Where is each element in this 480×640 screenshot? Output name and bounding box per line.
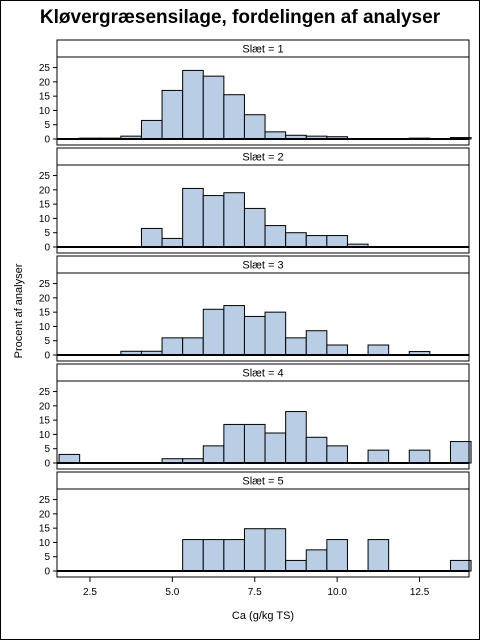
histogram-bar	[202, 75, 225, 140]
y-tick-label: 25	[39, 279, 51, 290]
x-tick-label: 12.5	[410, 587, 430, 598]
y-tick-label: 5	[44, 120, 50, 131]
panel-strip-label: Slæt = 1	[242, 44, 283, 56]
histogram-bar	[202, 308, 225, 356]
histogram-bar	[243, 315, 266, 356]
histogram-bar	[264, 528, 287, 572]
histogram-bar	[182, 337, 204, 356]
histogram-bar	[140, 119, 163, 140]
histogram-bar	[264, 432, 287, 464]
y-tick-label: 20	[39, 185, 51, 196]
y-tick-label: 25	[39, 63, 51, 74]
y-tick-label: 5	[44, 552, 50, 563]
panel-frame	[56, 56, 470, 146]
histogram-bar	[367, 539, 390, 572]
histogram-bar	[305, 235, 328, 248]
y-tick-label: 15	[39, 416, 51, 427]
histogram-bar	[367, 344, 390, 356]
histogram-bar	[285, 232, 307, 248]
y-tick-label: 10	[39, 322, 51, 333]
y-tick-label: 15	[39, 92, 51, 103]
panel-strip-label: Slæt = 3	[242, 260, 283, 272]
y-tick-label: 20	[39, 77, 51, 88]
histogram-bar	[182, 187, 204, 248]
y-tick-label: 15	[39, 524, 51, 535]
y-tick-label: 15	[39, 200, 51, 211]
histogram-bar	[264, 311, 287, 356]
histogram-bar	[223, 305, 245, 356]
histogram-bar	[202, 195, 225, 248]
y-tick-label: 25	[39, 495, 51, 506]
y-tick-label: 20	[39, 509, 51, 520]
panel-strip-label: Slæt = 5	[242, 476, 283, 488]
y-tick-label: 5	[44, 444, 50, 455]
histogram-bar	[223, 94, 245, 140]
y-tick-label: 10	[39, 106, 51, 117]
histogram-bar	[367, 449, 390, 464]
histogram-bar	[285, 559, 307, 572]
histogram-bar	[305, 436, 328, 464]
y-tick-label: 0	[44, 351, 50, 362]
histogram-bar	[326, 445, 348, 464]
y-tick-label: 0	[44, 135, 50, 146]
histogram-bar	[264, 131, 287, 140]
histogram-bar	[182, 69, 204, 140]
y-tick-label: 15	[39, 308, 51, 319]
histogram-bar	[161, 237, 184, 248]
panel-frame	[56, 488, 470, 578]
histogram-bar	[305, 330, 328, 356]
histogram-bar	[285, 337, 307, 356]
histogram-bar	[161, 89, 184, 140]
panel-strip-label: Slæt = 2	[242, 152, 283, 164]
histogram-bar	[243, 528, 266, 572]
histogram-bar	[202, 445, 225, 464]
chart-title: Kløvergræsensilage, fordelingen af analy…	[39, 7, 441, 28]
y-tick-label: 10	[39, 538, 51, 549]
y-tick-label: 5	[44, 336, 50, 347]
histogram-bar	[449, 559, 472, 572]
y-tick-label: 25	[39, 387, 51, 398]
histogram-bar	[223, 539, 245, 572]
histogram-bar	[58, 453, 81, 464]
y-tick-label: 5	[44, 228, 50, 239]
x-tick-label: 10.0	[327, 587, 347, 598]
histogram-bar	[223, 423, 245, 464]
histogram-bar	[449, 441, 472, 464]
panel-frame	[56, 380, 470, 470]
histogram-bar	[243, 423, 266, 464]
x-tick-label: 5.0	[165, 587, 179, 598]
x-tick-label: 7.5	[248, 587, 262, 598]
y-tick-label: 20	[39, 293, 51, 304]
y-tick-label: 25	[39, 171, 51, 182]
y-tick-label: 0	[44, 567, 50, 578]
x-axis-label: Ca (g/kg TS)	[232, 610, 294, 622]
histogram-bar	[140, 227, 163, 248]
x-tick-label: 2.5	[83, 587, 97, 598]
histogram-bar	[305, 549, 328, 572]
histogram-bar	[326, 235, 348, 248]
histogram-bar	[408, 449, 431, 464]
y-tick-label: 0	[44, 459, 50, 470]
panel-frame	[56, 272, 470, 362]
y-tick-label: 0	[44, 243, 50, 254]
histogram-bar	[243, 207, 266, 248]
panel-frame	[56, 164, 470, 254]
y-axis-label: Procent af analyser	[13, 263, 25, 358]
y-tick-label: 20	[39, 401, 51, 412]
y-tick-label: 10	[39, 430, 51, 441]
histogram-bar	[182, 539, 204, 572]
histogram-bar	[264, 225, 287, 248]
histogram-bar	[326, 344, 348, 356]
y-tick-label: 10	[39, 214, 51, 225]
histogram-bar	[161, 337, 184, 356]
histogram-bar	[326, 539, 348, 572]
panel-strip-label: Slæt = 4	[242, 368, 283, 380]
histogram-bar	[285, 411, 307, 464]
histogram-bar	[243, 114, 266, 140]
histogram-bar	[202, 539, 225, 572]
histogram-bar	[223, 192, 245, 248]
